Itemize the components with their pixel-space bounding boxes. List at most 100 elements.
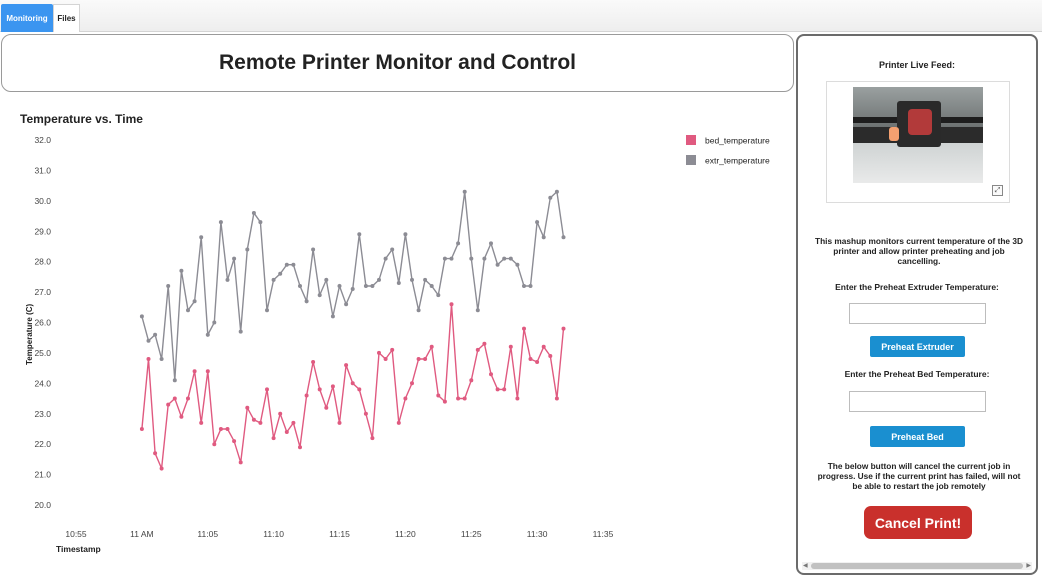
data-point-extr_temperature xyxy=(304,299,309,304)
data-point-extr_temperature xyxy=(245,247,250,252)
data-point-extr_temperature xyxy=(541,235,546,240)
data-point-extr_temperature xyxy=(475,308,480,313)
tab-bar: Monitoring Files xyxy=(0,0,1042,32)
data-point-extr_temperature xyxy=(350,287,355,291)
data-point-bed_temperature xyxy=(172,396,177,401)
data-point-extr_temperature xyxy=(410,277,414,282)
x-tick-label: 11:15 xyxy=(329,529,350,539)
scrollbar-thumb[interactable] xyxy=(811,563,1023,569)
legend-swatch-bed_temperature xyxy=(686,135,696,145)
y-tick-label: 22.0 xyxy=(34,439,51,449)
data-point-bed_temperature xyxy=(179,414,184,419)
y-tick-label: 23.0 xyxy=(34,409,51,419)
data-point-extr_temperature xyxy=(159,357,164,361)
y-tick-label: 30.0 xyxy=(34,196,51,206)
horizontal-scrollbar[interactable]: ◀ ▶ xyxy=(802,562,1032,570)
control-panel: Printer Live Feed: ⤢ This mashup monitor… xyxy=(796,34,1038,575)
data-point-bed_temperature xyxy=(403,396,408,401)
data-point-bed_temperature xyxy=(337,420,342,425)
x-tick-label: 11:10 xyxy=(263,529,284,539)
data-point-bed_temperature xyxy=(199,420,204,425)
live-feed-label: Printer Live Feed: xyxy=(878,60,956,70)
data-point-bed_temperature xyxy=(535,360,540,364)
data-point-extr_temperature xyxy=(377,277,381,282)
data-point-bed_temperature xyxy=(291,420,296,425)
data-point-bed_temperature xyxy=(350,381,355,386)
data-point-bed_temperature xyxy=(469,378,474,383)
preheat-extruder-button[interactable]: Preheat Extruder xyxy=(870,336,965,357)
scroll-left-arrow-icon[interactable]: ◀ xyxy=(803,563,808,569)
data-point-extr_temperature xyxy=(390,247,395,252)
data-point-extr_temperature xyxy=(317,293,322,298)
data-point-extr_temperature xyxy=(489,241,493,246)
cancel-print-button[interactable]: Cancel Print! xyxy=(864,506,972,539)
legend-label-extr_temperature: extr_temperature xyxy=(705,156,770,166)
data-point-bed_temperature xyxy=(265,387,269,392)
data-point-extr_temperature xyxy=(423,277,428,282)
data-point-extr_temperature xyxy=(522,284,526,288)
y-tick-label: 25.0 xyxy=(34,348,51,358)
data-point-extr_temperature xyxy=(225,277,230,282)
data-point-bed_temperature xyxy=(475,347,480,352)
temperature-chart: Temperature vs. Time 32.0 31.0 30.0 29.0 28.… xyxy=(0,100,795,579)
chart-svg: Temperature vs. Time 32.0 31.0 30.0 29.0 28.… xyxy=(20,112,770,554)
data-point-bed_temperature xyxy=(482,341,487,346)
data-point-extr_temperature xyxy=(442,256,447,261)
data-point-extr_temperature xyxy=(344,302,349,307)
data-point-bed_temperature xyxy=(377,350,381,355)
data-point-extr_temperature xyxy=(324,277,329,282)
data-point-bed_temperature xyxy=(278,411,283,416)
data-point-extr_temperature xyxy=(495,262,500,267)
data-point-extr_temperature xyxy=(218,220,223,225)
tab-monitoring[interactable]: Monitoring xyxy=(1,4,53,32)
data-point-bed_temperature xyxy=(541,344,546,349)
data-point-extr_temperature xyxy=(548,195,553,200)
y-tick-label: 32.0 xyxy=(34,135,51,145)
data-point-extr_temperature xyxy=(146,338,151,343)
data-point-extr_temperature xyxy=(535,220,540,225)
data-point-extr_temperature xyxy=(337,284,342,288)
scroll-right-arrow-icon[interactable]: ▶ xyxy=(1026,563,1031,569)
data-point-extr_temperature xyxy=(370,284,375,288)
data-point-extr_temperature xyxy=(192,299,197,304)
data-point-extr_temperature xyxy=(363,284,368,288)
data-point-bed_temperature xyxy=(218,427,223,431)
data-point-extr_temperature xyxy=(258,220,263,225)
data-point-bed_temperature xyxy=(192,369,197,374)
data-point-bed_temperature xyxy=(363,411,368,416)
x-tick-label: 11:35 xyxy=(593,529,614,539)
data-point-extr_temperature xyxy=(166,284,171,288)
tab-files[interactable]: Files xyxy=(53,4,80,32)
data-point-bed_temperature xyxy=(515,396,520,401)
data-point-bed_temperature xyxy=(410,381,414,386)
data-point-extr_temperature xyxy=(482,256,487,261)
data-point-extr_temperature xyxy=(396,281,401,285)
data-point-bed_temperature xyxy=(212,442,217,447)
data-point-bed_temperature xyxy=(449,302,454,307)
data-point-extr_temperature xyxy=(456,241,461,246)
data-point-bed_temperature xyxy=(284,430,289,434)
data-point-bed_temperature xyxy=(357,387,362,392)
x-tick-label: 11:20 xyxy=(395,529,416,539)
y-tick-label: 26.0 xyxy=(34,318,51,328)
bed-temp-label: Enter the Preheat Bed Temperature: xyxy=(844,369,990,379)
bed-temp-input[interactable] xyxy=(849,391,986,412)
x-tick-label: 10:55 xyxy=(65,529,87,539)
page-title: Remote Printer Monitor and Control xyxy=(219,51,576,74)
data-point-extr_temperature xyxy=(449,256,454,261)
preheat-bed-button[interactable]: Preheat Bed xyxy=(870,426,965,447)
y-tick-label: 27.0 xyxy=(34,287,51,297)
data-point-bed_temperature xyxy=(548,354,553,358)
data-point-bed_temperature xyxy=(205,369,210,374)
data-point-extr_temperature xyxy=(429,284,434,288)
data-point-bed_temperature xyxy=(186,396,190,401)
extruder-temp-input[interactable] xyxy=(849,303,986,324)
x-tick-label: 11:30 xyxy=(527,529,548,539)
data-point-bed_temperature xyxy=(442,399,447,404)
data-point-extr_temperature xyxy=(330,314,335,319)
data-point-extr_temperature xyxy=(403,232,408,237)
data-point-extr_temperature xyxy=(153,332,158,337)
data-point-bed_temperature xyxy=(416,357,421,361)
data-point-extr_temperature xyxy=(238,329,243,334)
expand-icon[interactable]: ⤢ xyxy=(992,185,1003,196)
